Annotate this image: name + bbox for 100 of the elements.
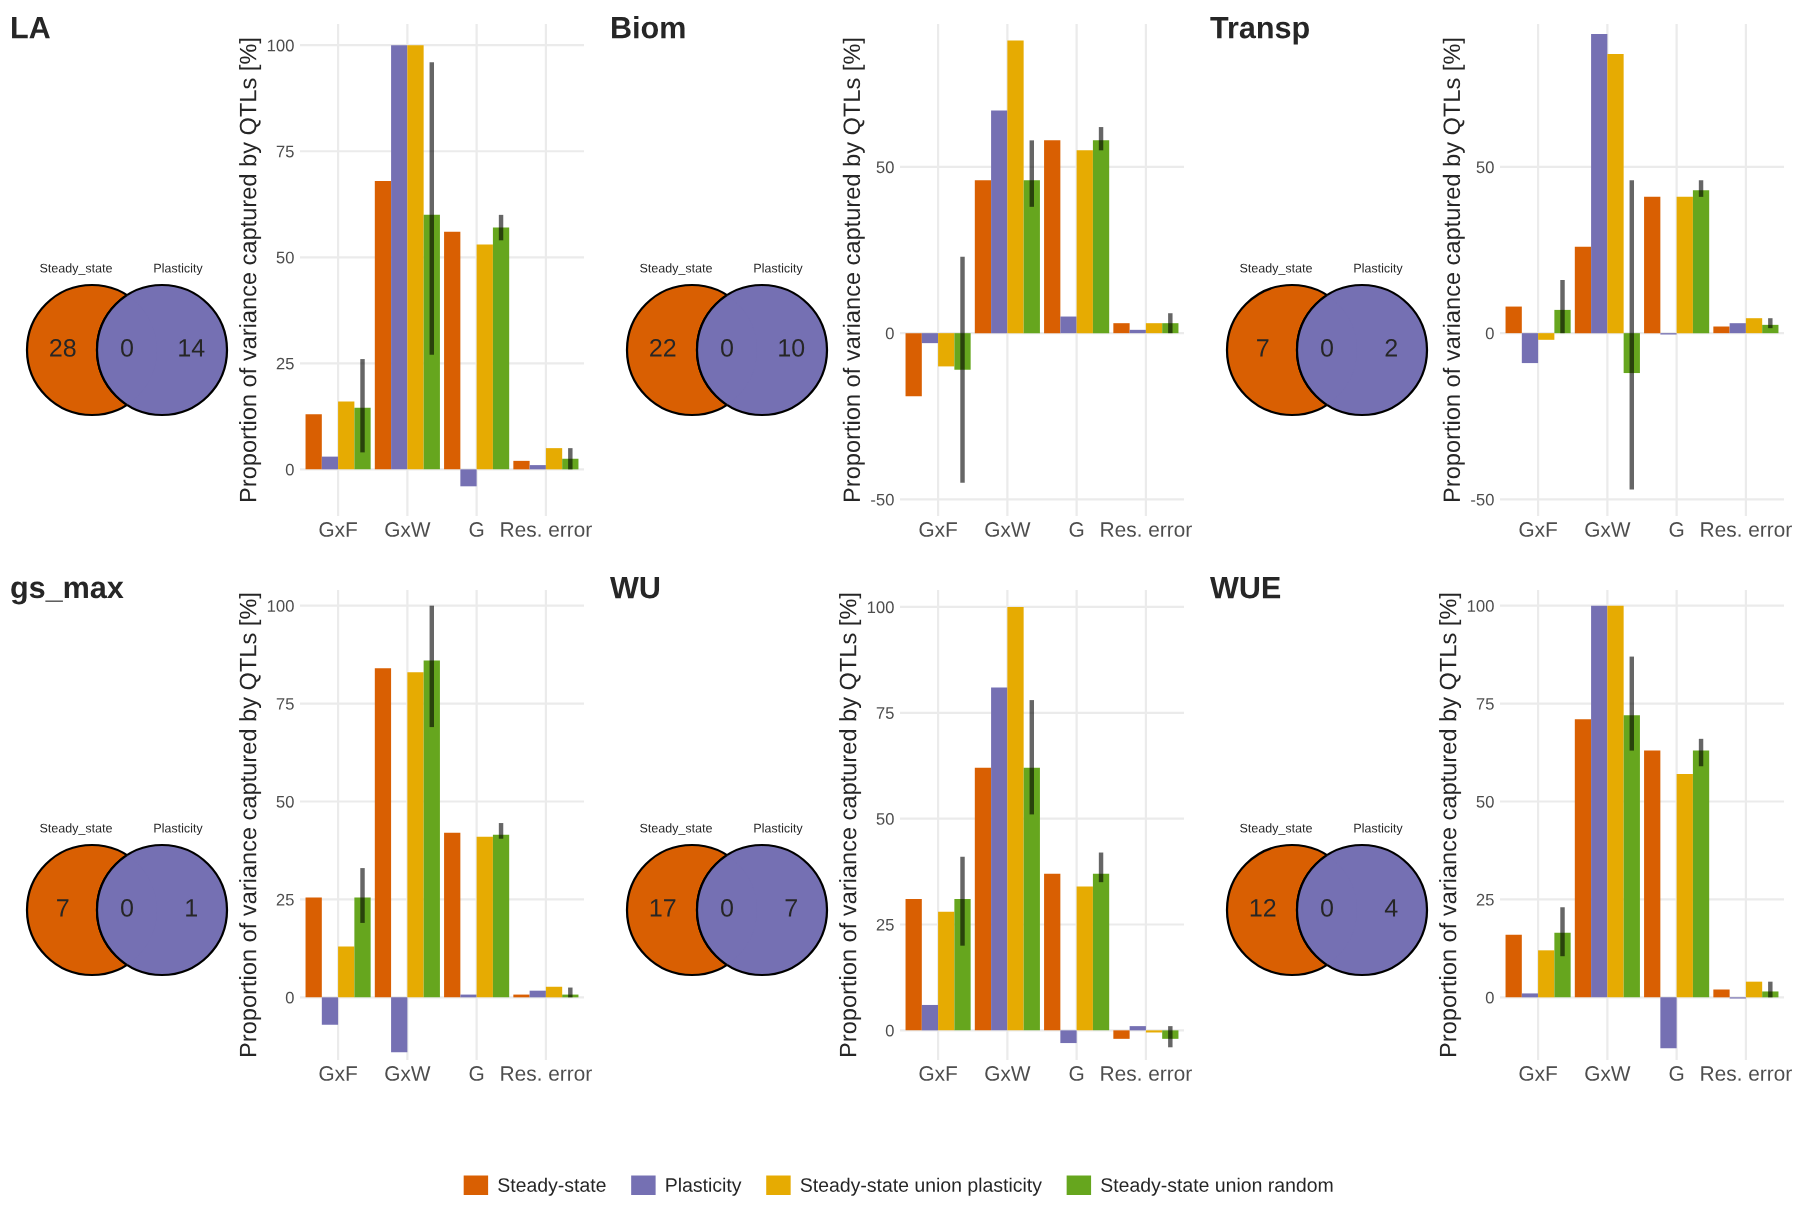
x-tick-label: Res. error xyxy=(501,1066,592,1081)
bar xyxy=(1745,318,1763,334)
bar xyxy=(407,45,424,470)
bar xyxy=(1692,750,1710,998)
bar xyxy=(562,458,579,470)
bar xyxy=(1676,774,1693,998)
y-axis-title: Proportion of variance captured by QTLs [%] xyxy=(1439,593,1462,1056)
data-label: 28 xyxy=(50,339,76,357)
bar xyxy=(354,407,371,470)
bar xyxy=(1554,932,1571,998)
bar xyxy=(1623,333,1640,374)
data-label: 0 xyxy=(121,899,133,917)
bar xyxy=(407,672,424,998)
text: gs_max xyxy=(11,581,124,605)
y-tick-label: 75 xyxy=(876,707,894,719)
y-tick-label: 100 xyxy=(1467,600,1494,612)
y-tick-label: 75 xyxy=(276,145,294,158)
bar xyxy=(1145,323,1163,334)
data-label: 7 xyxy=(785,899,797,917)
data-label: 4 xyxy=(1384,899,1398,917)
bar xyxy=(954,333,971,370)
bar xyxy=(974,180,992,334)
y-tick-label: 50 xyxy=(1476,161,1494,174)
x-tick-label: GxF xyxy=(919,522,957,537)
y-axis-title: Proportion of variance captured by QTLs [%] xyxy=(842,38,865,501)
data-label: 10 xyxy=(779,339,805,357)
bar xyxy=(1713,326,1730,334)
y-tick-label: 0 xyxy=(1485,991,1494,1004)
bar xyxy=(1060,1030,1077,1044)
x-tick-label: GxF xyxy=(1519,1066,1557,1081)
legend-label: Steady-state union plasticity xyxy=(800,1177,1042,1196)
bar xyxy=(1505,306,1522,334)
bar xyxy=(1607,53,1624,334)
y-tick-label: 25 xyxy=(276,893,294,906)
bar xyxy=(1745,981,1763,998)
bar xyxy=(321,997,339,1025)
data-label: 0 xyxy=(721,339,733,357)
bar xyxy=(391,997,408,1053)
bar xyxy=(1729,323,1746,334)
y-tick-label: 0 xyxy=(285,463,294,476)
bar xyxy=(1076,886,1093,1031)
y-tick-label: 0 xyxy=(885,327,894,340)
bar xyxy=(476,836,493,998)
bar xyxy=(1023,180,1040,334)
bar xyxy=(391,45,408,470)
bar xyxy=(545,448,563,470)
bar xyxy=(1044,140,1061,334)
bar xyxy=(1554,309,1571,334)
bar xyxy=(991,687,1008,1031)
x-tick-label: G xyxy=(1069,1066,1084,1081)
data-label: 2 xyxy=(1385,339,1397,357)
bar xyxy=(1044,873,1061,1031)
bar xyxy=(1591,33,1608,334)
bar xyxy=(1660,997,1677,1049)
bar xyxy=(423,660,440,998)
bar xyxy=(545,986,563,998)
y-tick-label: 50 xyxy=(876,161,894,174)
x-tick-label: Res. error xyxy=(1101,522,1192,537)
bar xyxy=(305,897,322,998)
bar xyxy=(492,834,510,998)
bar xyxy=(905,333,922,397)
y-tick-label: 25 xyxy=(1476,893,1494,906)
bar xyxy=(1762,324,1779,334)
x-tick-label: G xyxy=(469,1066,484,1081)
text: WUE xyxy=(1210,577,1281,599)
legend-label: Steady-state union random xyxy=(1101,1177,1333,1196)
bar xyxy=(1644,750,1661,998)
data-label: 0 xyxy=(1321,339,1333,357)
bar xyxy=(1092,873,1110,1031)
bar xyxy=(1591,605,1608,998)
data-label: 22 xyxy=(650,339,676,357)
bar xyxy=(1113,1030,1130,1039)
text: Biom xyxy=(612,16,685,39)
x-tick-label: Res. error xyxy=(1701,1066,1792,1081)
y-tick-label: -50 xyxy=(871,493,894,506)
y-tick-label: 0 xyxy=(885,1024,894,1037)
x-tick-label: GxF xyxy=(319,522,357,537)
y-tick-label: 100 xyxy=(267,39,294,52)
y-tick-label: 25 xyxy=(876,918,894,931)
data-label: 0 xyxy=(121,339,133,357)
bar xyxy=(338,401,355,470)
y-tick-label: 100 xyxy=(867,601,894,614)
bar xyxy=(1505,934,1522,998)
y-axis-title: Proportion of variance captured by QTLs [%] xyxy=(239,593,262,1056)
data-label: 1 xyxy=(186,899,197,917)
legend-label: Plasticity xyxy=(666,1177,742,1196)
bar xyxy=(444,231,461,470)
bar xyxy=(1023,767,1040,1031)
bar xyxy=(423,214,440,470)
bar xyxy=(354,897,371,998)
x-tick-label: GxF xyxy=(919,1066,957,1081)
bar xyxy=(905,899,922,1031)
x-tick-label: GxW xyxy=(385,1066,431,1081)
x-tick-label: GxW xyxy=(385,522,431,537)
data-label: 0 xyxy=(721,899,733,917)
bar xyxy=(974,767,992,1031)
x-tick-label: G xyxy=(1669,522,1684,537)
y-tick-label: 25 xyxy=(276,357,294,370)
bar xyxy=(1607,605,1624,998)
bar xyxy=(1538,333,1555,340)
